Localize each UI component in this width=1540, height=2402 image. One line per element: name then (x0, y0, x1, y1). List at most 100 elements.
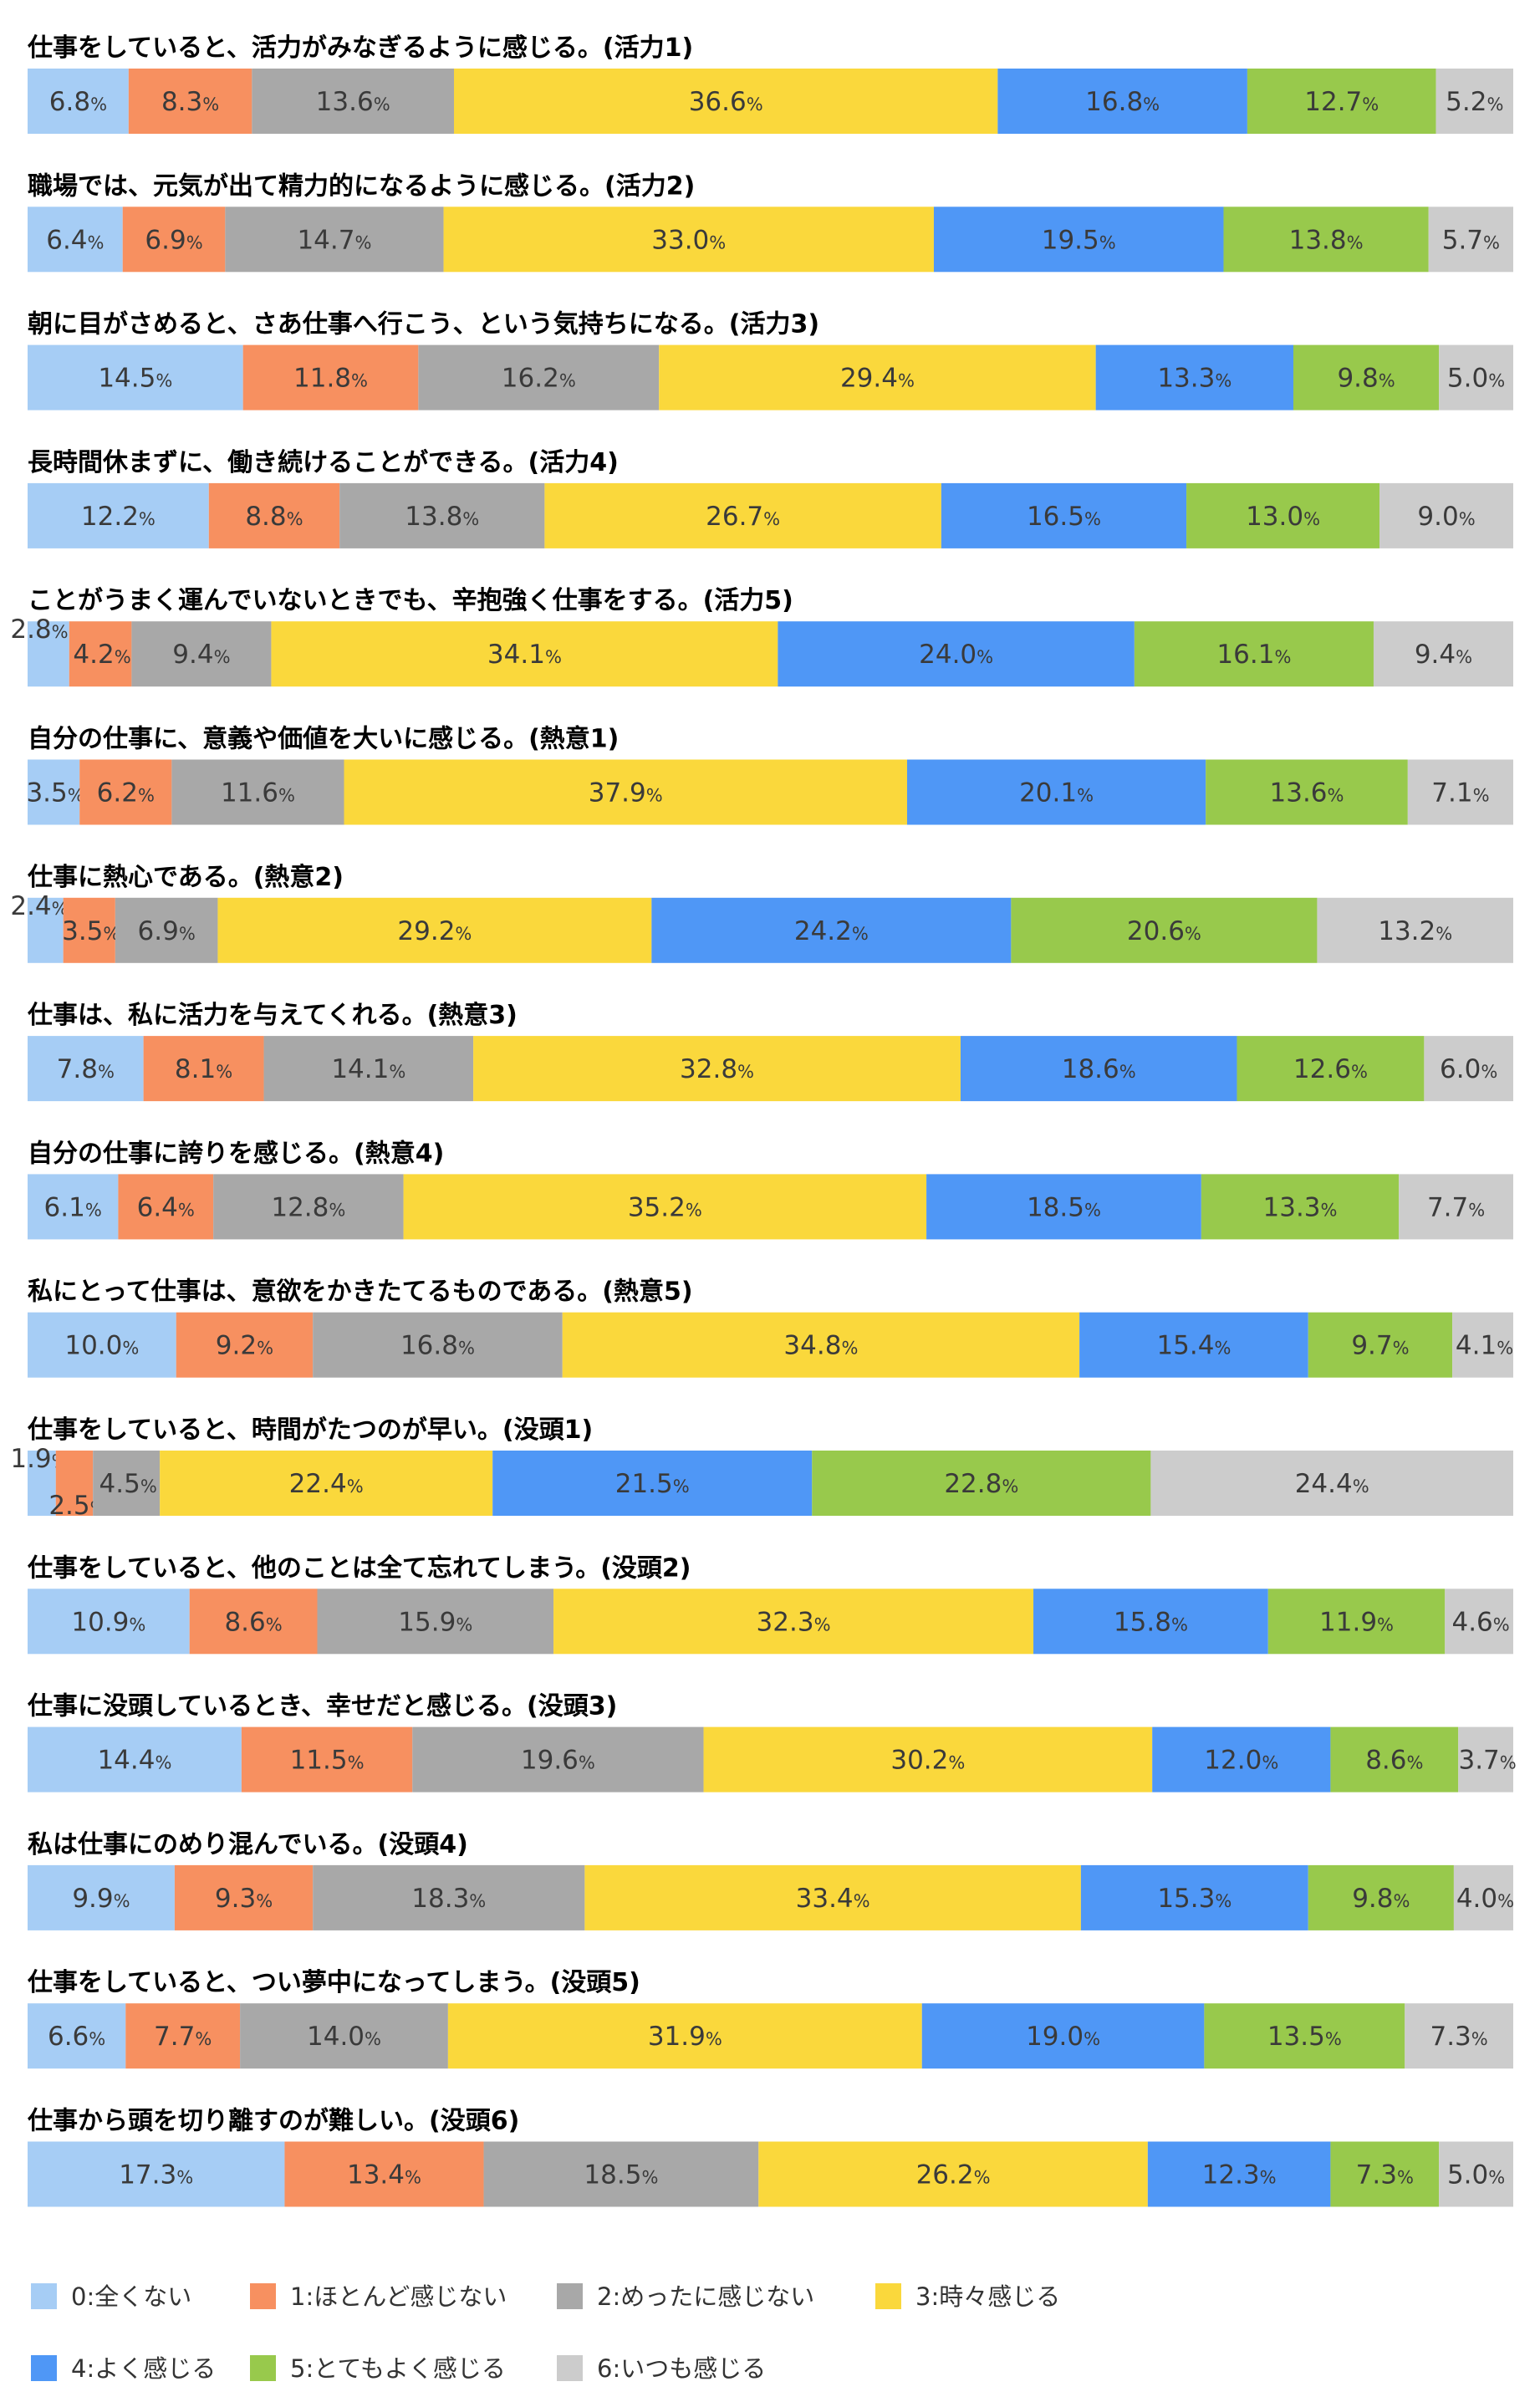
data-label: 6.0% (1440, 1054, 1497, 1084)
bar-segment (1079, 1312, 1308, 1378)
bar-segment (79, 759, 172, 825)
data-label: 4.0% (1456, 1884, 1514, 1914)
bar-segment (921, 2003, 1205, 2069)
bar-segment (562, 1312, 1080, 1378)
bar-segment (926, 1174, 1201, 1240)
bar-segment (1439, 2141, 1513, 2207)
bar-segment (1201, 1174, 1400, 1240)
data-label: 6.4% (137, 1192, 195, 1222)
bar-row: ことがうまく運んでいないときでも、辛抱強く仕事をする。(活力5)2.8%4.2%… (10, 586, 1513, 687)
data-label: 24.4% (1295, 1469, 1369, 1499)
bar-segment (1399, 1174, 1513, 1240)
bar-segment (1379, 482, 1513, 548)
bar-segment (28, 2003, 126, 2069)
question-title: 仕事から頭を切り離すのが難しい。(没頭6) (27, 2107, 519, 2136)
data-label: 18.5% (1027, 1192, 1101, 1222)
bar-segment (240, 2003, 448, 2069)
bar-segment (483, 2141, 759, 2207)
bar-segment (160, 1451, 493, 1516)
bar-segment (143, 1036, 264, 1102)
bar-segment (906, 759, 1206, 825)
data-label: 17.3% (119, 2160, 193, 2190)
bar-segment (1152, 1726, 1331, 1793)
data-label: 6.9% (138, 916, 196, 946)
bar-segment (933, 207, 1224, 273)
bar-segment (122, 207, 226, 273)
bar-segment (553, 1589, 1034, 1655)
data-label: 4.2% (73, 640, 130, 670)
bar-segment (263, 1036, 474, 1102)
data-label: 29.2% (397, 916, 472, 946)
data-label: 9.4% (1415, 640, 1472, 670)
data-label: 5.0% (1447, 364, 1505, 394)
legend-swatch (875, 2283, 901, 2309)
question-title: 私は仕事にのめり混んでいる。(没頭4) (28, 1830, 468, 1859)
bar-segment (960, 1036, 1237, 1102)
data-label: 13.0% (1246, 502, 1320, 532)
data-label: 5.7% (1442, 225, 1500, 255)
bar-segment (1428, 207, 1513, 273)
bar-segment (418, 344, 660, 411)
bar-segment (1373, 621, 1513, 687)
bar-segment (659, 344, 1096, 411)
data-label: 15.4% (1156, 1331, 1231, 1361)
bar-segment (189, 1589, 318, 1655)
bar-segment (758, 2141, 1148, 2207)
bar-segment (1317, 897, 1513, 963)
data-label: 36.6% (689, 87, 763, 117)
data-label: 18.3% (411, 1884, 486, 1914)
bar-row: 長時間休まずに、働き続けることができる。(活力4) 12.2% 8.8% 13.8% 2… (28, 448, 1513, 548)
bar-segment (941, 482, 1187, 548)
bar-segment (1147, 2141, 1331, 2207)
bar-segment (1223, 207, 1429, 273)
data-label: 9.2% (216, 1331, 273, 1361)
bar-segment (93, 1451, 161, 1516)
bar-segment (284, 2141, 484, 2207)
bar-segment (447, 2003, 922, 2069)
data-label: 7.3% (1356, 2160, 1414, 2190)
bar-segment (241, 1726, 413, 1793)
data-label: 9.4% (172, 640, 230, 670)
bar-segment (128, 69, 252, 134)
data-label: 15.3% (1157, 1884, 1231, 1914)
bar-row: 仕事に没頭しているとき、幸せだと感じる。(没頭3) 14.4% 11.5% 19.6%… (27, 1692, 1517, 1793)
bar-segment (252, 69, 454, 134)
bar-segment (28, 344, 243, 411)
bar-segment (225, 207, 444, 273)
bar-segment (28, 621, 69, 687)
bar-segment (1330, 2141, 1440, 2207)
bar-segment (443, 207, 934, 273)
data-label: 12.6% (1293, 1054, 1368, 1084)
bar-segment (1424, 1036, 1513, 1102)
bar-segment (544, 482, 941, 548)
data-label: 6.4% (46, 225, 104, 255)
data-label: 33.0% (651, 225, 726, 255)
data-label: 20.6% (1127, 916, 1201, 946)
bar-segment (28, 69, 129, 134)
bar-segment (1407, 759, 1513, 825)
bar-segment (997, 69, 1247, 134)
data-label: 7.7% (1427, 1192, 1485, 1222)
data-label: 8.6% (1365, 1746, 1423, 1776)
data-label: 22.4% (289, 1469, 364, 1499)
data-label: 9.9% (72, 1884, 130, 1914)
bar-segment (651, 897, 1012, 963)
bar-segment (28, 897, 64, 963)
data-label: 19.5% (1042, 225, 1116, 255)
bar-segment (473, 1036, 961, 1102)
data-label: 5.2% (1446, 87, 1503, 117)
bar-segment (63, 897, 115, 963)
bar-segment (213, 1174, 404, 1240)
bar-row: 自分の仕事に誇りを感じる。(熱意4) 6.1% 6.4% 12.8% 35.2% 18.5… (28, 1139, 1513, 1240)
data-label: 9.8% (1337, 364, 1395, 394)
bar-row: 仕事をしていると、他のことは全て忘れてしまう。(没頭2) 10.9% 8.6% 15.… (27, 1553, 1513, 1655)
bar-segment (1445, 1589, 1513, 1655)
bar-segment (125, 2003, 241, 2069)
data-label: 21.5% (615, 1469, 690, 1499)
legend-swatch (31, 2355, 57, 2381)
bar-row: 仕事は、私に活力を与えてくれる。(熱意3) 7.8% 8.1% 14.1% 32.8% 1… (27, 1001, 1513, 1102)
bar-segment (584, 1864, 1081, 1930)
bar-segment (208, 482, 340, 548)
bar-segment (28, 482, 209, 548)
